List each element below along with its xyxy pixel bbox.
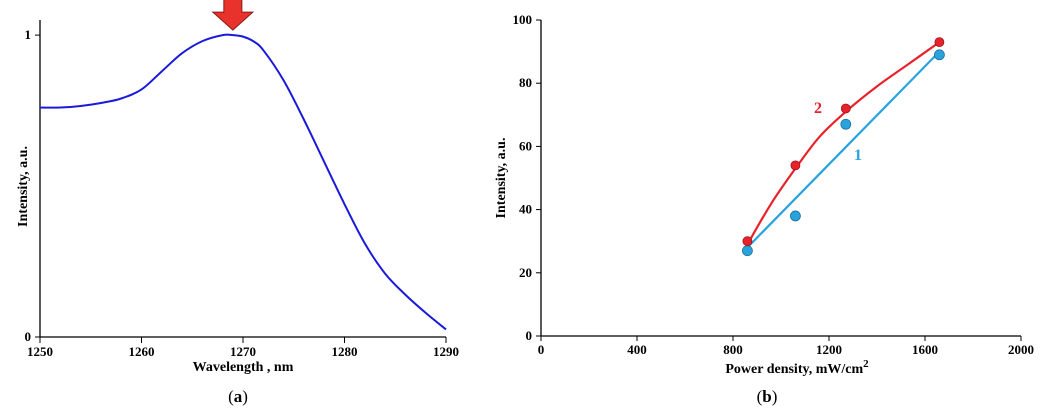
chart-a-x-tick-label: 1260 — [129, 344, 155, 359]
chart-b-series-2-fit-line — [746, 41, 941, 245]
chart-b-series-2-label: 2 — [814, 100, 822, 117]
chart-b-series-1-point — [934, 49, 945, 61]
chart-b-series-2-point — [742, 236, 753, 247]
chart-b-x-tick-label: 400 — [627, 342, 647, 357]
chart-a-ticks: 1250 1260 1270 1280 1290 0 1 — [25, 27, 460, 359]
chart-b-y-tick-label: 60 — [519, 138, 532, 153]
chart-b-y-tick-label: 0 — [526, 328, 533, 343]
chart-b-axes — [540, 20, 1021, 337]
chart-a-x-tick-label: 1290 — [433, 344, 459, 359]
chart-a-panel-label: (a) — [228, 387, 248, 406]
chart-b-series-1-point — [790, 210, 801, 222]
chart-a-x-tick-label: 1250 — [27, 344, 53, 359]
chart-a-axes — [39, 20, 446, 338]
peak-arrow-shape — [211, 0, 255, 31]
chart-b-series-1-point — [840, 118, 852, 130]
chart-b-x-tick-label: 1600 — [912, 342, 938, 357]
chart-a-xlabel: Wavelength , nm — [193, 360, 294, 375]
chart-a-y-tick-label: 0 — [25, 329, 32, 344]
chart-b-series-2-point — [934, 37, 945, 48]
chart-b-series-1-fit-line — [746, 50, 941, 249]
chart-b-x-tick-label: 0 — [538, 342, 545, 357]
chart-a-panel-letter: a — [234, 387, 243, 406]
chart-b-x-tick-label: 1200 — [816, 342, 842, 357]
chart-b-panel-label: (b) — [757, 387, 778, 406]
chart-a-x-tick-label: 1270 — [230, 344, 256, 359]
chart-b-series-1-label: 1 — [854, 147, 862, 164]
chart-b-series-1-point — [742, 245, 753, 257]
chart-a: 1250 1260 1270 1280 1290 0 1 Wavelength , nm I… — [16, 0, 460, 406]
chart-b-y-tick-label: 80 — [519, 75, 532, 90]
chart-b-panel-letter: b — [762, 387, 771, 406]
peak-arrow-marker — [211, 0, 255, 31]
chart-b-series: 12 — [742, 37, 945, 257]
chart-b-x-tick-label: 800 — [723, 342, 743, 357]
chart-b-series-2-point — [840, 103, 851, 114]
chart-a-x-tick-label: 1280 — [332, 344, 358, 359]
chart-a-y-tick-label: 1 — [25, 27, 32, 42]
chart-a-series-line — [39, 33, 447, 331]
chart-b-series-2-point — [790, 160, 801, 171]
chart-b-xlabel: Power density, mW/cm2 — [725, 358, 869, 377]
chart-b-xlabel-text: Power density, mW/cm — [725, 362, 863, 377]
chart-b-xlabel-superscript: 2 — [863, 358, 869, 370]
chart-b-y-tick-label: 40 — [519, 202, 532, 217]
chart-b-y-tick-label: 20 — [519, 265, 532, 280]
chart-b-x-tick-label: 2000 — [1008, 342, 1034, 357]
chart-a-ylabel: Intensity, a.u. — [16, 146, 31, 227]
